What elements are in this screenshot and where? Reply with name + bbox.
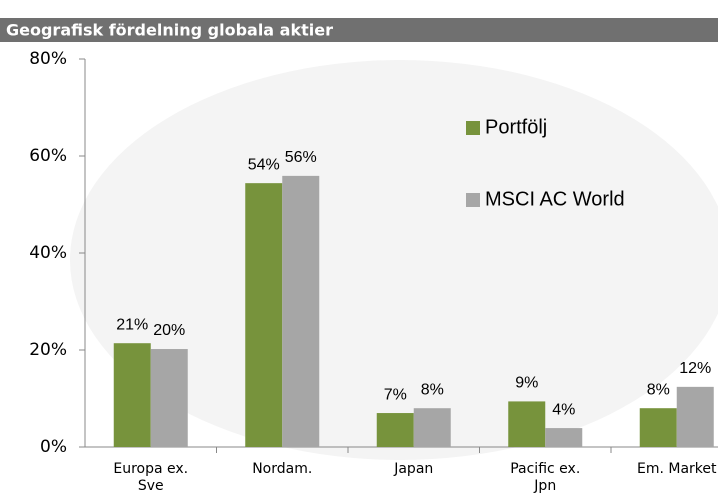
y-tick-label: 40% [29,243,67,263]
x-tick-label: Japan [393,461,433,477]
x-tick-label: Pacific ex. Jpn [510,461,580,493]
legend-label: MSCI AC World [485,188,625,210]
map-background [70,60,718,460]
title-bar [0,18,718,42]
bar [676,386,714,447]
legend-label: Portfölj [485,116,547,138]
y-tick-label: 60% [29,146,67,166]
data-label: 20% [153,322,185,339]
bar [545,428,583,447]
data-label: 9% [515,375,538,392]
bar [376,413,414,447]
x-tick-label: Em. Market [637,461,717,477]
bar [508,401,546,447]
y-tick-label: 0% [40,437,67,457]
bar [150,349,188,447]
bar [282,175,320,447]
bar [113,343,151,447]
data-label: 8% [421,381,444,398]
bar [639,408,677,447]
y-tick-label: 20% [29,340,67,360]
data-label: 12% [679,360,711,377]
data-label: 7% [384,386,407,403]
data-label: 8% [647,381,670,398]
data-label: 21% [116,316,148,333]
bar [413,408,451,447]
data-label: 56% [285,149,317,166]
x-tick-label: Europa ex. Sve [113,461,188,493]
legend-swatch [466,193,480,207]
y-tick-label: 80% [29,49,67,69]
bar [245,183,283,447]
data-label: 54% [248,156,280,173]
data-label: 4% [552,401,575,418]
chart-title: Geografisk fördelning globala aktier [6,21,333,40]
x-tick-label: Nordam. [252,461,312,477]
legend-swatch [466,121,480,135]
